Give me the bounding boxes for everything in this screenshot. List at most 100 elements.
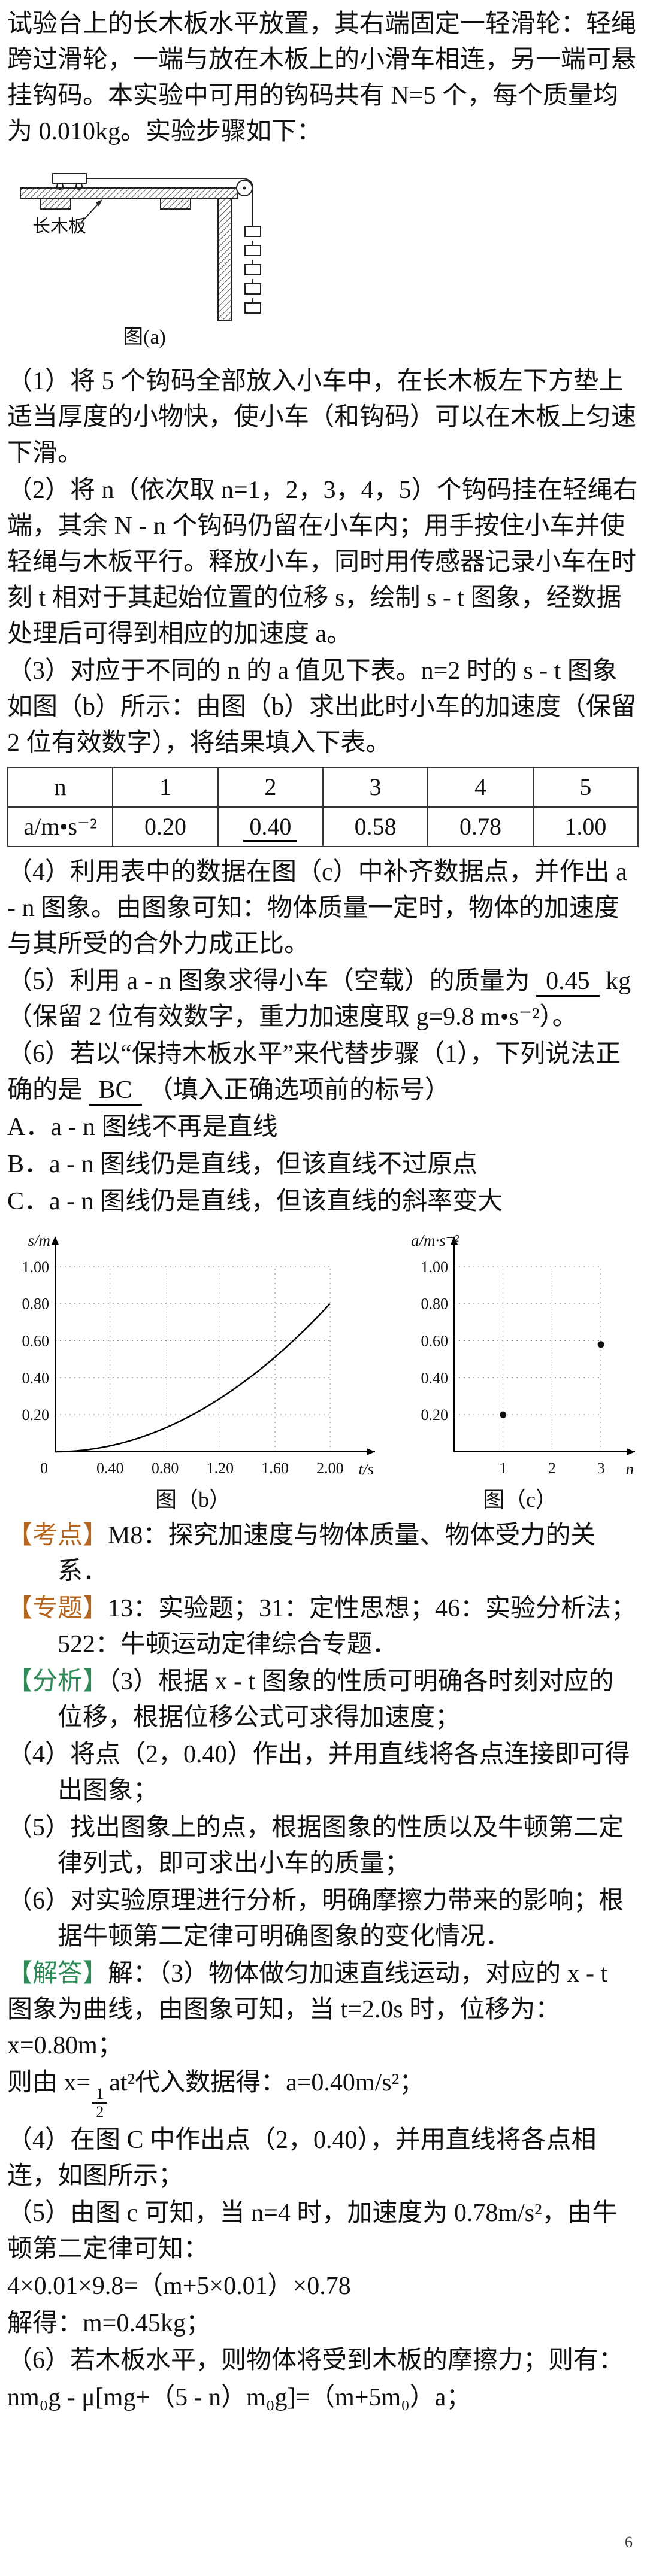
pulley-icon	[236, 180, 253, 196]
table-cell: 4	[427, 767, 534, 808]
svg-text:0.20: 0.20	[421, 1406, 449, 1424]
table-header-cell: a/m•s⁻²	[7, 806, 114, 847]
svg-text:2: 2	[548, 1460, 556, 1477]
svg-text:0.20: 0.20	[22, 1406, 50, 1424]
svg-text:1.60: 1.60	[261, 1460, 289, 1477]
figure-a-caption: 图(a)	[123, 326, 166, 348]
kaodian-label: 【考点】	[7, 1522, 108, 1549]
jieda-step4: （4）在图 C 中作出点（2，0.40），并用直线将各点相连，如图所示；	[7, 2126, 597, 2190]
equation-friction: nm₀g - μ[mg+（5 - n）m₀g]=（m+5m₀）a；	[7, 2383, 471, 2411]
filled-answer: 0.40	[243, 813, 298, 842]
step-5: （5）利用 a - n 图象求得小车（空载）的质量为 0.45 kg（保留 2 …	[7, 963, 639, 1035]
jieda-label: 【解答】	[7, 1960, 108, 1988]
svg-text:0.40: 0.40	[421, 1369, 449, 1386]
section-zhuanti: 【专题】13：实验题；31：定性思想；46：实验分析法；522：牛顿运动定律综合…	[7, 1591, 639, 1662]
fraction-denominator: 2	[96, 2103, 104, 2121]
step-6: （6）若以“保持木板水平”来代替步骤（1），下列说法正确的是 BC （填入正确选…	[7, 1036, 639, 1108]
fraction-numerator: 1	[92, 2086, 108, 2104]
jieda-fraction-line: 则由 x= 1 2 at²代入数据得：a=0.40m/s²；	[7, 2065, 639, 2121]
support-block-right	[160, 198, 191, 210]
section-jieda: 【解答】解：（3）物体做匀加速直线运动，对应的 x - t 图象为曲线，由图象可…	[7, 1956, 639, 2064]
fenxi-item: （6）对实验原理进行分析，明确摩擦力带来的影响；根据牛顿第二定律可明确图象的变化…	[7, 1887, 624, 1950]
long-board	[20, 187, 238, 199]
svg-text:0.80: 0.80	[152, 1460, 179, 1477]
jieda-text: 解：（3）物体做匀加速直线运动，对应的 x - t 图象为曲线，由图象可知，当 …	[7, 1960, 608, 2059]
table-row-n: n 1 2 3 4 5	[7, 767, 639, 808]
svg-text:0.40: 0.40	[22, 1369, 50, 1386]
svg-text:0.40: 0.40	[96, 1460, 124, 1477]
table-cell: 5	[532, 767, 639, 808]
page-number: 6	[625, 2533, 633, 2551]
board-label-arrow	[96, 199, 102, 207]
table-header-cell: n	[7, 767, 114, 808]
svg-text:n: n	[626, 1460, 634, 1478]
option-c: C．a - n 图线仍是直线，但该直线的斜率变大	[7, 1188, 503, 1215]
string-over-pulley	[243, 178, 253, 189]
table-cell: 0.58	[322, 806, 429, 847]
zhuanti-text: 13：实验题；31：定性思想；46：实验分析法；522：牛顿运动定律综合专题．	[58, 1595, 637, 1658]
weights-chain	[244, 222, 261, 314]
table-cell: 2	[217, 767, 324, 808]
zhuanti-label: 【专题】	[7, 1595, 108, 1622]
board-label-leader	[81, 201, 101, 223]
chart-b-plot: 0.40 0.80 1.20 1.60 2.00 0.20 0.40 0.60 0.80 1.00…	[22, 1231, 375, 1478]
option-a: A．a - n 图线不再是直线	[7, 1113, 278, 1141]
section-fenxi: 【分析】（3）根据 x - t 图象的性质可明确各时刻对应的位移，根据位移公式可…	[7, 1664, 639, 1735]
fraction-post: at²代入数据得：a=0.40m/s²；	[109, 2069, 425, 2096]
svg-text:2.00: 2.00	[316, 1460, 344, 1477]
solution-sections: 【考点】M8：探究加速度与物体质量、物体受力的关系． 【专题】13：实验题；31…	[7, 1518, 639, 2416]
table-cell: 1.00	[532, 806, 639, 847]
support-block-left	[40, 198, 71, 210]
table-cell: 3	[322, 767, 429, 808]
svg-text:0.60: 0.60	[421, 1333, 449, 1350]
table-cell: 1	[112, 767, 219, 808]
chart-b-caption: 图（b）	[155, 1488, 231, 1512]
chart-b: 0.40 0.80 1.20 1.60 2.00 0.20 0.40 0.60 0.80 1.00…	[7, 1231, 379, 1513]
svg-text:1: 1	[499, 1460, 507, 1477]
option-b: B．a - n 图线仍是直线，但该直线不过原点	[7, 1151, 478, 1178]
figure-a: 长木板 图(a)	[10, 153, 639, 361]
figure-a-diagram: 长木板 图(a)	[20, 173, 261, 348]
jieda-step6: （6）若木板水平，则物体将受到木板的摩擦力；则有：	[7, 2346, 624, 2374]
problem-intro: 试验台上的长木板水平放置，其右端固定一轻滑轮：轻绳跨过滑轮，一端与放在木板上的小…	[7, 10, 637, 145]
choice-answer: BC	[89, 1076, 142, 1106]
svg-text:a/m·s⁻²: a/m·s⁻²	[411, 1231, 459, 1249]
svg-text:1.00: 1.00	[22, 1258, 50, 1276]
svg-text:0: 0	[40, 1460, 48, 1477]
jieda-step5: （5）由图 c 可知，当 n=4 时，加速度为 0.78m/s²，由牛顿第二定律…	[7, 2199, 618, 2263]
fraction-pre: 则由 x=	[7, 2069, 91, 2096]
step-3: （3）对应于不同的 n 的 a 值见下表。n=2 时的 s - t 图象如图（b…	[7, 657, 637, 757]
table-cell: 0.78	[427, 806, 534, 847]
fenxi-item: （4）将点（2，0.40）作出，并用直线将各点连接即可得出图象；	[7, 1741, 630, 1804]
svg-text:0.80: 0.80	[421, 1295, 449, 1313]
step-2: （2）将 n（依次取 n=1，2，3，4，5）个钩码挂在轻绳右端，其余 N - …	[7, 477, 638, 648]
document-content: 试验台上的长木板水平放置，其右端固定一轻滑轮：轻绳跨过滑轮，一端与放在木板上的小…	[7, 10, 639, 2416]
svg-text:t/s: t/s	[358, 1460, 374, 1478]
table-row-a: a/m•s⁻² 0.20 0.40 0.58 0.78 1.00	[7, 806, 639, 847]
fenxi-item: （3）根据 x - t 图象的性质可明确各时刻对应的位移，根据位移公式可求得加速…	[58, 1668, 614, 1731]
svg-text:s/m: s/m	[28, 1231, 50, 1249]
fenxi-item: （5）找出图象上的点，根据图象的性质以及牛顿第二定律列式，即可求出小车的质量；	[7, 1814, 624, 1877]
kaodian-text: M8：探究加速度与物体质量、物体受力的关系．	[58, 1522, 596, 1585]
table-answer-cell: 0.40	[217, 806, 324, 847]
svg-text:1.00: 1.00	[421, 1258, 449, 1276]
step-1: （1）将 5 个钩码全部放入小车中，在长木板左下方垫上适当厚度的小物快，使小车（…	[7, 368, 637, 467]
section-kaodian: 【考点】M8：探究加速度与物体质量、物体受力的关系．	[7, 1518, 639, 1589]
mass-answer: 0.45	[536, 967, 600, 997]
svg-text:1.20: 1.20	[207, 1460, 234, 1477]
equation-newton: 4×0.01×9.8=（m+5×0.01）×0.78	[7, 2272, 351, 2300]
step-6-text: （6）若以“保持木板水平”来代替步骤（1），下列说法正确的是	[7, 1040, 621, 1104]
step-6-text-post: （填入正确选项前的标号）	[148, 1076, 451, 1104]
step-5-text-post: kg（保留 2 位有效数字，重力加速度取 g=9.8 m•s⁻²）。	[7, 967, 631, 1031]
data-table: n 1 2 3 4 5 a/m•s⁻² 0.20 0.40 0.58 0.78 …	[7, 767, 639, 847]
svg-text:3: 3	[597, 1460, 605, 1477]
step-5-text: （5）利用 a - n 图象求得小车（空载）的质量为	[7, 967, 530, 995]
bench-post	[217, 198, 232, 321]
svg-text:0.80: 0.80	[22, 1295, 50, 1313]
chart-c-plot: 1 2 3 0.20 0.40 0.60 0.80 1.00 a/m·s⁻² n	[411, 1231, 635, 1478]
jieda-result: 解得：m=0.45kg；	[7, 2309, 211, 2337]
charts-row: 0.40 0.80 1.20 1.60 2.00 0.20 0.40 0.60 0.80 1.00…	[7, 1231, 639, 1513]
fenxi-label: 【分析】	[7, 1668, 108, 1695]
